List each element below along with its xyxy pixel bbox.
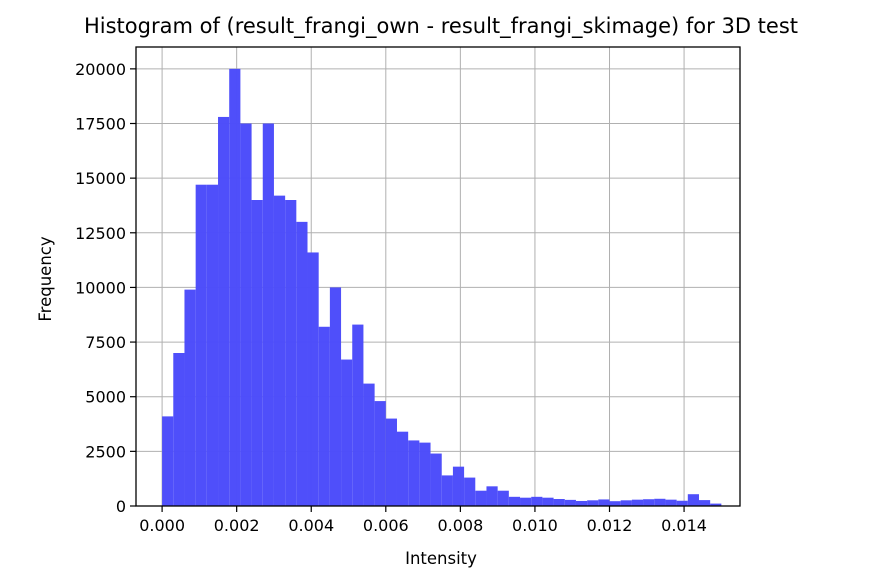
histogram-bar bbox=[352, 324, 364, 506]
y-tick-label: 10000 bbox=[75, 278, 126, 297]
histogram-bar bbox=[687, 494, 699, 506]
y-tick-label: 20000 bbox=[75, 60, 126, 79]
histogram-bar bbox=[206, 184, 219, 506]
histogram-bar bbox=[620, 500, 632, 506]
histogram-bar bbox=[553, 499, 565, 506]
histogram-bar bbox=[710, 503, 722, 506]
histogram-bar bbox=[587, 500, 599, 506]
histogram-bar bbox=[654, 498, 666, 506]
x-tick-label: 0.012 bbox=[587, 516, 633, 535]
histogram-bar bbox=[665, 499, 677, 506]
x-tick-label: 0.010 bbox=[512, 516, 558, 535]
histogram-bar bbox=[296, 221, 308, 506]
x-tick-label: 0.014 bbox=[661, 516, 707, 535]
histogram-bar bbox=[520, 497, 532, 506]
y-tick-label: 12500 bbox=[75, 224, 126, 243]
histogram-bar bbox=[396, 431, 409, 506]
histogram-bar bbox=[486, 486, 498, 506]
histogram-bar bbox=[531, 496, 543, 506]
histogram-bar bbox=[307, 252, 319, 506]
y-tick-label: 0 bbox=[116, 497, 126, 516]
y-tick-label: 15000 bbox=[75, 169, 126, 188]
y-tick-label: 2500 bbox=[85, 442, 126, 461]
histogram-bar bbox=[564, 499, 576, 506]
x-axis-ticks: 0.000 0.002 0.004 0.006 0.008 0.010 0.012 0.014 bbox=[139, 506, 707, 535]
histogram-bar bbox=[195, 184, 207, 506]
histogram-bar bbox=[497, 490, 509, 506]
histogram-bar bbox=[285, 200, 297, 506]
histogram-bar bbox=[184, 289, 196, 506]
histogram-bar bbox=[262, 123, 274, 506]
y-tick-label: 7500 bbox=[85, 333, 126, 352]
x-tick-label: 0.000 bbox=[139, 516, 185, 535]
histogram-bar bbox=[318, 326, 330, 506]
histogram-bar bbox=[542, 497, 554, 506]
histogram-bar bbox=[452, 466, 465, 506]
y-axis-ticks: 0 2500 5000 7500 10000 12500 15000 17500 20000 bbox=[75, 60, 136, 516]
histogram-bar bbox=[162, 416, 174, 506]
histogram-bar bbox=[430, 453, 442, 506]
histogram-bar bbox=[385, 418, 397, 506]
y-tick-label: 5000 bbox=[85, 388, 126, 407]
histogram-bar bbox=[273, 195, 286, 506]
histogram-bar bbox=[508, 496, 521, 506]
histogram-bar bbox=[475, 490, 487, 506]
histogram-bar bbox=[341, 359, 353, 506]
y-axis-label: Frequency bbox=[36, 236, 55, 321]
x-tick-label: 0.006 bbox=[363, 516, 409, 535]
histogram-bar bbox=[609, 501, 621, 506]
x-axis-label: Intensity bbox=[405, 549, 477, 568]
x-tick-label: 0.004 bbox=[288, 516, 334, 535]
histogram-bar bbox=[363, 383, 375, 506]
histogram-bar bbox=[631, 499, 644, 506]
histogram-bar bbox=[229, 68, 241, 506]
histogram-bar bbox=[329, 287, 342, 506]
histogram-bar bbox=[598, 499, 610, 506]
histogram-bar bbox=[441, 475, 453, 506]
histogram-bar bbox=[676, 500, 688, 506]
histogram-bar bbox=[464, 477, 476, 506]
histogram-bar bbox=[698, 500, 711, 506]
histogram-bar bbox=[643, 499, 655, 506]
x-tick-label: 0.008 bbox=[437, 516, 483, 535]
y-tick-label: 17500 bbox=[75, 115, 126, 134]
x-tick-label: 0.002 bbox=[214, 516, 260, 535]
histogram-bars bbox=[162, 68, 722, 506]
histogram-bar bbox=[408, 440, 420, 506]
histogram-bar bbox=[575, 500, 588, 506]
histogram-bar bbox=[173, 353, 185, 506]
histogram-bar bbox=[218, 116, 230, 506]
plot-frame bbox=[135, 46, 741, 507]
histogram-bar bbox=[240, 123, 252, 506]
histogram-bar bbox=[251, 200, 263, 506]
chart-title: Histogram of (result_frangi_own - result… bbox=[84, 14, 798, 39]
histogram-bar bbox=[419, 442, 431, 506]
histogram-bar bbox=[374, 401, 386, 506]
